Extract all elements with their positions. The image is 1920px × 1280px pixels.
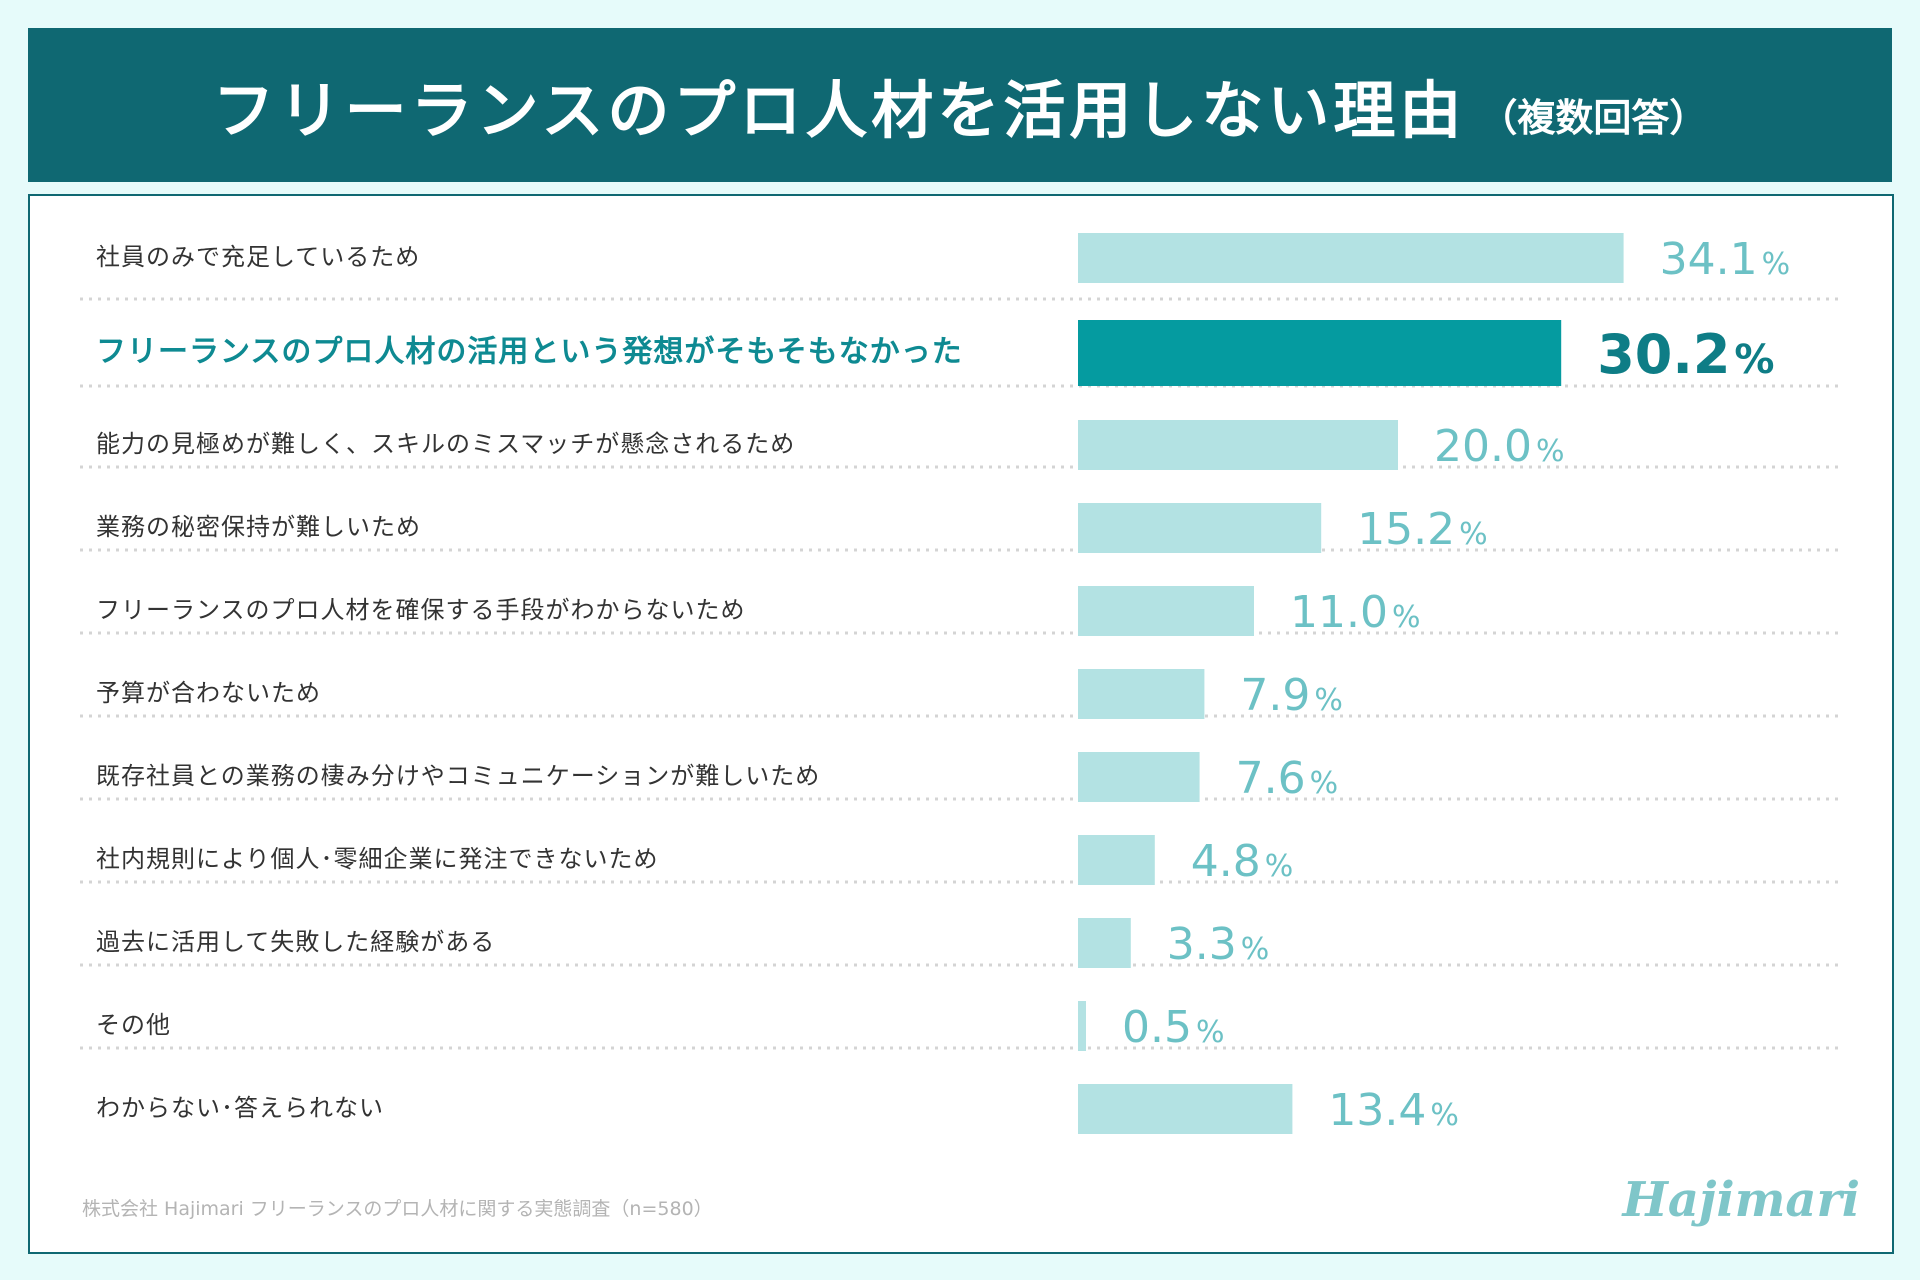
bar — [1078, 420, 1398, 470]
bar-chart: 社員のみで充足しているため 34.1 % フリーランスのプロ人材の活用という発想がそも… — [80, 233, 1844, 1136]
category-label: 社員のみで充足しているため — [96, 243, 420, 271]
bar — [1078, 752, 1200, 802]
category-label: フリーランスのプロ人材を確保する手段がわからないため — [96, 596, 746, 624]
bar — [1078, 669, 1205, 719]
percent-sign: % — [1762, 247, 1791, 282]
data-label: 13.4% — [1328, 1085, 1458, 1136]
percent-sign: % — [1196, 1015, 1225, 1050]
category-label: 過去に活用して失敗した経験がある — [96, 928, 495, 956]
category-label: 社内規則により個人･零細企業に発注できないため — [96, 845, 659, 873]
bar — [1078, 1001, 1086, 1051]
bar — [1078, 233, 1624, 283]
bar — [1078, 320, 1562, 386]
bar — [1078, 586, 1254, 636]
percent-sign: % — [1536, 434, 1565, 469]
chart-panel: 社員のみで充足しているため 34.1% フリーランスのプロ人材の活用という発想がそも… — [28, 194, 1894, 1254]
category-label: わからない･答えられない — [96, 1094, 384, 1122]
category-label: 業務の秘密保持が難しいため — [96, 513, 421, 541]
percent-sign: % — [1241, 932, 1270, 967]
data-label: 3.3% — [1167, 919, 1270, 970]
data-label: 7.9% — [1240, 670, 1343, 721]
data-label: 0.5% — [1122, 1002, 1225, 1053]
category-label: 能力の見極めが難しく、スキルのミスマッチが懸念されるため — [96, 430, 795, 458]
bar — [1078, 503, 1322, 553]
data-label: 20.0% — [1434, 421, 1564, 472]
chart-subtitle: （複数回答） — [1479, 95, 1708, 140]
category-label: フリーランスのプロ人材の活用という発想がそもそもなかった — [96, 335, 963, 370]
category-label: その他 — [96, 1011, 171, 1039]
percent-sign: % — [1392, 600, 1421, 635]
percent-sign: % — [1734, 337, 1774, 383]
data-label: 11.0% — [1290, 587, 1420, 638]
percent-sign: % — [1310, 766, 1339, 801]
percent-sign: % — [1459, 517, 1488, 552]
bar — [1078, 1084, 1293, 1134]
data-label: 7.6% — [1236, 753, 1339, 804]
bar — [1078, 918, 1131, 968]
chart-header: フリーランスのプロ人材を活用しない理由 （複数回答） — [28, 28, 1892, 182]
category-label: 既存社員との業務の棲み分けやコミュニケーションが難しいため — [96, 762, 820, 790]
data-label: 34.1% — [1660, 234, 1790, 285]
category-label: 予算が合わないため — [96, 679, 321, 707]
hajimari-logo: Hajimari — [1622, 1172, 1860, 1228]
bar — [1078, 835, 1155, 885]
chart-title: フリーランスのプロ人材を活用しない理由 — [212, 74, 1466, 147]
percent-sign: % — [1265, 849, 1294, 884]
data-label: 4.8% — [1191, 836, 1294, 887]
source-note: 株式会社 Hajimari フリーランスのプロ人材に関する実態調査（n=580） — [82, 1198, 713, 1220]
percent-sign: % — [1314, 683, 1343, 718]
data-label: 30.2% — [1597, 323, 1774, 386]
percent-sign: % — [1430, 1098, 1459, 1133]
data-label: 15.2% — [1357, 504, 1487, 555]
